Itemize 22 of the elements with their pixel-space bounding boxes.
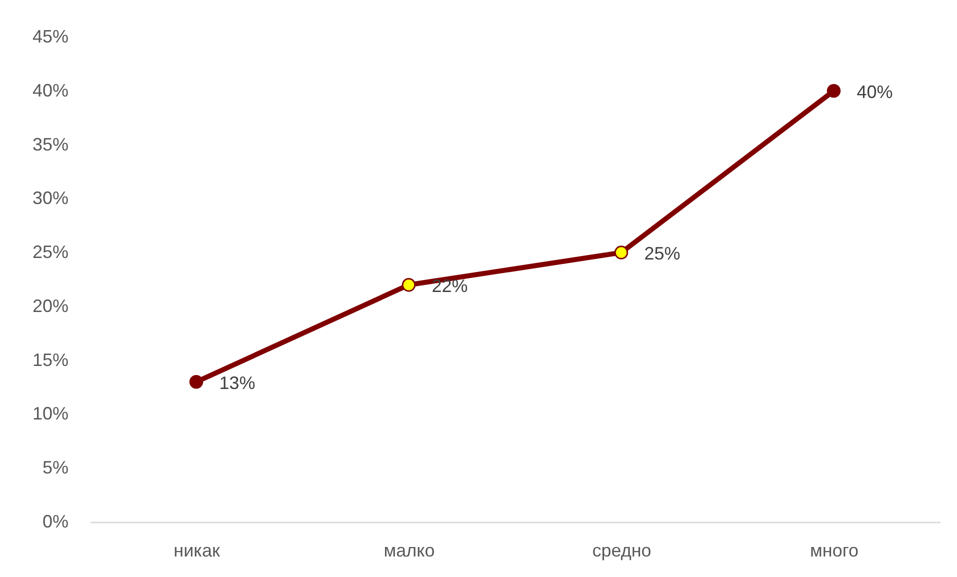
- y-tick-label: 40%: [32, 80, 68, 100]
- y-tick-label: 10%: [32, 404, 68, 424]
- y-tick-label: 0%: [42, 512, 68, 532]
- x-tick-label: никак: [174, 540, 220, 560]
- y-tick-label: 35%: [32, 134, 68, 154]
- data-label: 13%: [219, 372, 256, 393]
- data-label: 40%: [856, 82, 893, 102]
- y-tick-label: 20%: [32, 296, 68, 316]
- point: [614, 246, 628, 260]
- point: [402, 278, 416, 292]
- x-tick-label: много: [810, 540, 859, 560]
- x-tick-label: малко: [384, 540, 435, 560]
- y-tick-label: 5%: [42, 458, 68, 478]
- data-label: 25%: [644, 244, 680, 264]
- data-label: 22%: [432, 276, 468, 296]
- y-tick-label: 45%: [32, 26, 68, 46]
- point: [826, 84, 841, 98]
- x-tick-label: средно: [592, 540, 652, 560]
- y-tick-label: 30%: [32, 188, 68, 208]
- y-tick-label: 15%: [32, 350, 68, 370]
- y-tick-label: 25%: [32, 242, 68, 262]
- point: [189, 375, 204, 389]
